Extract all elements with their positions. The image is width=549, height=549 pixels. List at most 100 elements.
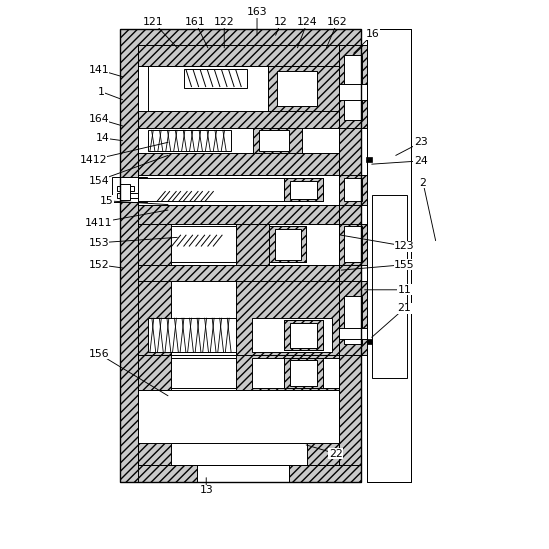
Bar bbox=[120, 29, 361, 482]
Bar bbox=[138, 153, 339, 175]
Bar bbox=[284, 321, 323, 350]
Text: 1412: 1412 bbox=[80, 155, 107, 165]
Bar bbox=[138, 175, 339, 205]
Text: 156: 156 bbox=[88, 349, 109, 358]
Bar bbox=[367, 29, 411, 482]
Bar bbox=[339, 281, 367, 299]
Bar bbox=[171, 442, 307, 464]
Bar bbox=[197, 464, 289, 482]
Text: 22: 22 bbox=[329, 449, 343, 458]
Bar bbox=[138, 178, 284, 201]
Bar bbox=[138, 47, 339, 464]
Bar bbox=[138, 45, 339, 66]
Bar bbox=[138, 442, 339, 464]
Text: 15: 15 bbox=[99, 196, 113, 206]
Bar bbox=[344, 305, 362, 344]
Bar bbox=[148, 66, 235, 90]
Bar bbox=[184, 69, 247, 88]
Bar bbox=[236, 355, 339, 390]
Bar bbox=[284, 357, 323, 388]
Bar bbox=[112, 177, 147, 203]
Text: 12: 12 bbox=[274, 17, 288, 27]
Bar bbox=[138, 281, 339, 355]
Text: 24: 24 bbox=[414, 156, 428, 166]
Bar bbox=[339, 224, 367, 265]
Bar bbox=[253, 128, 302, 153]
Bar bbox=[344, 72, 362, 120]
Bar bbox=[138, 281, 171, 355]
Bar bbox=[148, 318, 236, 352]
Bar bbox=[117, 193, 143, 198]
Bar bbox=[290, 323, 317, 348]
Bar bbox=[339, 85, 367, 100]
Bar bbox=[344, 296, 362, 344]
Bar bbox=[366, 339, 372, 344]
Text: 123: 123 bbox=[394, 241, 415, 251]
Bar bbox=[290, 360, 317, 386]
Bar bbox=[138, 265, 339, 281]
Text: 161: 161 bbox=[185, 17, 206, 27]
Bar bbox=[138, 224, 171, 265]
Text: 155: 155 bbox=[394, 260, 415, 270]
Bar bbox=[289, 464, 361, 482]
Bar bbox=[138, 355, 339, 390]
Bar bbox=[269, 226, 306, 262]
Bar bbox=[372, 195, 407, 378]
Bar bbox=[277, 71, 317, 107]
Text: 121: 121 bbox=[143, 17, 164, 27]
Text: 1411: 1411 bbox=[85, 217, 113, 228]
Bar bbox=[236, 281, 339, 355]
Bar bbox=[344, 55, 362, 120]
Bar bbox=[138, 224, 339, 265]
Bar bbox=[171, 357, 236, 388]
Text: 13: 13 bbox=[199, 485, 213, 495]
Text: 21: 21 bbox=[397, 304, 411, 313]
Bar bbox=[138, 355, 171, 390]
Bar bbox=[138, 355, 339, 390]
Bar bbox=[251, 318, 332, 352]
Text: 152: 152 bbox=[88, 260, 109, 270]
Bar bbox=[268, 66, 339, 111]
Text: 164: 164 bbox=[88, 114, 109, 124]
Text: 1: 1 bbox=[97, 87, 104, 97]
Bar bbox=[339, 45, 367, 128]
Bar bbox=[236, 224, 269, 265]
Bar bbox=[171, 226, 236, 262]
Bar bbox=[138, 111, 339, 128]
Bar bbox=[148, 66, 268, 111]
Bar bbox=[120, 184, 130, 200]
Text: 141: 141 bbox=[88, 65, 109, 75]
Bar bbox=[339, 281, 367, 355]
Text: 2: 2 bbox=[419, 178, 427, 188]
Bar bbox=[269, 226, 306, 262]
Polygon shape bbox=[339, 45, 367, 128]
Text: 23: 23 bbox=[414, 137, 428, 147]
Bar bbox=[284, 178, 323, 201]
Bar bbox=[284, 178, 323, 201]
Text: 14: 14 bbox=[96, 133, 109, 143]
Bar bbox=[290, 181, 317, 199]
Text: 122: 122 bbox=[214, 17, 234, 27]
Bar bbox=[259, 130, 289, 151]
Bar bbox=[339, 328, 367, 339]
Bar bbox=[284, 357, 323, 388]
Text: 162: 162 bbox=[327, 17, 348, 27]
Bar bbox=[138, 464, 197, 482]
Bar bbox=[274, 228, 301, 260]
Bar bbox=[339, 175, 367, 205]
Text: 163: 163 bbox=[247, 7, 267, 18]
Bar bbox=[138, 205, 339, 224]
Bar bbox=[148, 130, 231, 151]
Polygon shape bbox=[339, 281, 367, 355]
Bar bbox=[339, 111, 367, 128]
Bar bbox=[120, 29, 361, 482]
Bar bbox=[117, 186, 133, 192]
Text: 124: 124 bbox=[297, 17, 317, 27]
Text: 16: 16 bbox=[366, 29, 380, 39]
Bar bbox=[251, 357, 339, 388]
Bar bbox=[339, 45, 367, 66]
Text: 153: 153 bbox=[88, 238, 109, 248]
Bar bbox=[344, 226, 362, 262]
Text: 154: 154 bbox=[88, 176, 109, 186]
Text: 11: 11 bbox=[397, 285, 411, 295]
